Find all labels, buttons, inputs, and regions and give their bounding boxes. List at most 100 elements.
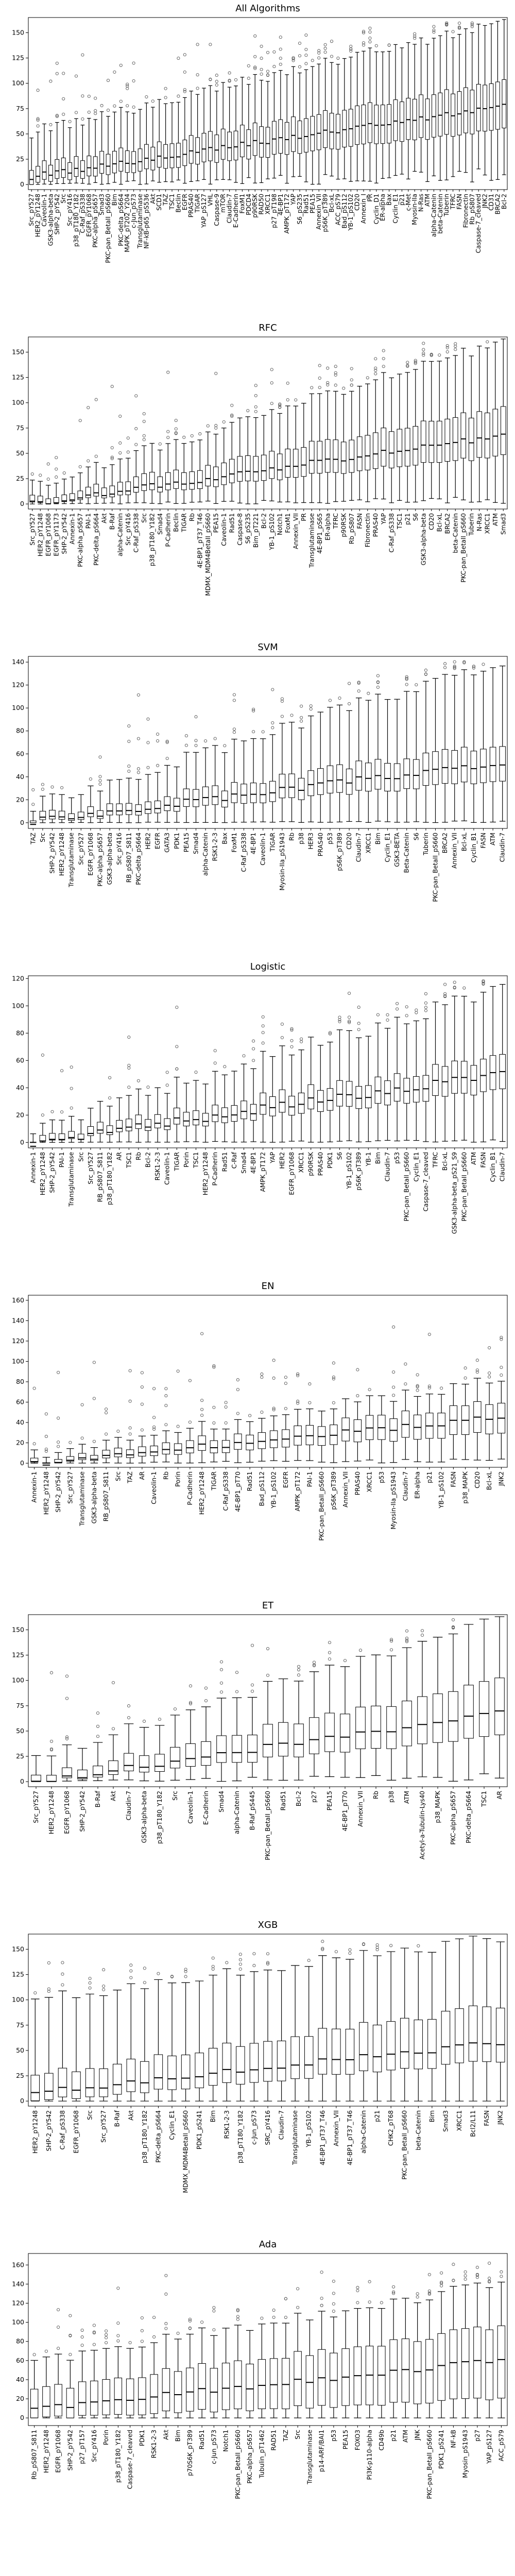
box-iqr (212, 785, 218, 805)
box-13 (232, 1671, 242, 1782)
outlier-point (41, 787, 44, 791)
outlier-point (80, 2335, 84, 2339)
outlier-point (254, 384, 258, 387)
box-33 (293, 398, 299, 503)
outlier-point (427, 2291, 431, 2295)
outlier-point (317, 51, 321, 55)
x-category-label: SHP-2_pY542 (54, 194, 61, 234)
x-category-label: C-Raf_pS338 (388, 513, 395, 553)
x-category-label: TFRC (432, 1152, 439, 1168)
box-24 (182, 53, 187, 184)
box-25 (269, 1056, 276, 1143)
x-category-label: EGFR (181, 194, 188, 210)
x-category-label: TFRC (450, 194, 457, 210)
box-iqr (66, 2387, 75, 2418)
x-category-label: PKC-delta_pS664 (117, 194, 125, 246)
box-5 (90, 1361, 98, 1464)
x-category-label: XRCC1 (484, 513, 491, 534)
x-category-label: FOXO3 (354, 2430, 361, 2450)
outlier-point (184, 1970, 187, 1973)
outlier-point (252, 707, 255, 711)
x-category-label: Annexin_VII (342, 1471, 349, 1507)
box-21 (231, 1071, 238, 1143)
box-35 (252, 34, 258, 183)
outlier-point (290, 1028, 294, 1032)
outlier-point (266, 70, 270, 73)
x-category-label: Notch1 (276, 513, 283, 535)
x-category-label: FASN (483, 2110, 490, 2126)
outlier-point (260, 1411, 264, 1414)
outlier-point (32, 1386, 36, 1390)
outlier-point (127, 1066, 131, 1070)
box-39 (340, 386, 347, 502)
box-iqr (476, 411, 483, 458)
box-iqr (277, 2040, 286, 2081)
box-55 (468, 355, 474, 503)
outlier-point (126, 87, 129, 90)
x-category-label: NF-kB (450, 2430, 457, 2448)
box-iqr (401, 2338, 410, 2403)
outlier-point (349, 47, 353, 51)
x-category-label: p38_pT180_Y182 (156, 1791, 163, 1844)
outlier-point (188, 2317, 192, 2321)
box-iqr (355, 760, 362, 791)
box-iqr (327, 1088, 334, 1111)
x-category-label: PEA15 (183, 833, 190, 852)
x-category-label: SHP-2_pY542 (49, 833, 56, 873)
x-category-label: Claudin-7 (499, 1152, 506, 1181)
box-iqr (93, 1766, 103, 1777)
x-category-label: PKC-pan_BetaII_pS660 (318, 1471, 325, 1541)
box-24 (260, 730, 266, 822)
x-category-label: CD20 (428, 513, 435, 530)
box-6 (87, 1108, 94, 1143)
x-category-label: p53 (393, 1152, 401, 1164)
box-iqr (269, 781, 276, 802)
outlier-point (338, 696, 341, 700)
y-tick-label: 100 (12, 79, 24, 87)
box-iqr (288, 1096, 295, 1116)
y-tick-label: 100 (12, 2318, 24, 2326)
outlier-point (140, 2316, 144, 2320)
box-iqr (444, 89, 449, 135)
x-category-label: TIGAR (194, 194, 201, 213)
box-8 (140, 1967, 149, 2102)
x-category-label: Caveolin-1 (41, 194, 48, 227)
box-29 (307, 704, 314, 822)
outlier-point (422, 342, 425, 345)
box-iqr (285, 448, 291, 478)
outlier-point (440, 2281, 443, 2285)
box-iqr (54, 2384, 62, 2417)
y-tick-label: 0 (20, 180, 24, 188)
box-iqr (141, 473, 147, 491)
box-iqr (213, 466, 219, 487)
outlier-point (158, 442, 162, 446)
outlier-point (33, 1991, 37, 1995)
box-iqr (294, 1723, 304, 1757)
outlier-point (164, 1423, 168, 1427)
outlier-point (308, 1382, 312, 1386)
x-category-label: JNK2 (497, 2110, 504, 2125)
box-iqr (39, 1135, 46, 1142)
box-20 (189, 434, 195, 503)
box-iqr (221, 790, 228, 808)
outlier-point (261, 1031, 265, 1035)
outlier-point (387, 43, 391, 47)
outlier-point (47, 1990, 50, 1993)
x-category-label: HER2_pY1248 (202, 1152, 209, 1195)
box-64 (438, 35, 443, 181)
box-iqr (74, 156, 79, 177)
outlier-point (247, 76, 250, 80)
x-category-label: Caveolin-1 (150, 1471, 158, 1504)
outlier-point (300, 716, 303, 719)
outlier-point (164, 2322, 168, 2326)
outlier-point (94, 112, 97, 115)
outlier-point (234, 78, 238, 81)
outlier-point (464, 2277, 467, 2281)
box-11 (181, 1968, 191, 2102)
outlier-point (252, 1039, 255, 1043)
outlier-point (57, 2347, 60, 2350)
box-iqr (108, 1760, 118, 1775)
box-23 (305, 1382, 314, 1461)
box-3 (48, 79, 53, 185)
